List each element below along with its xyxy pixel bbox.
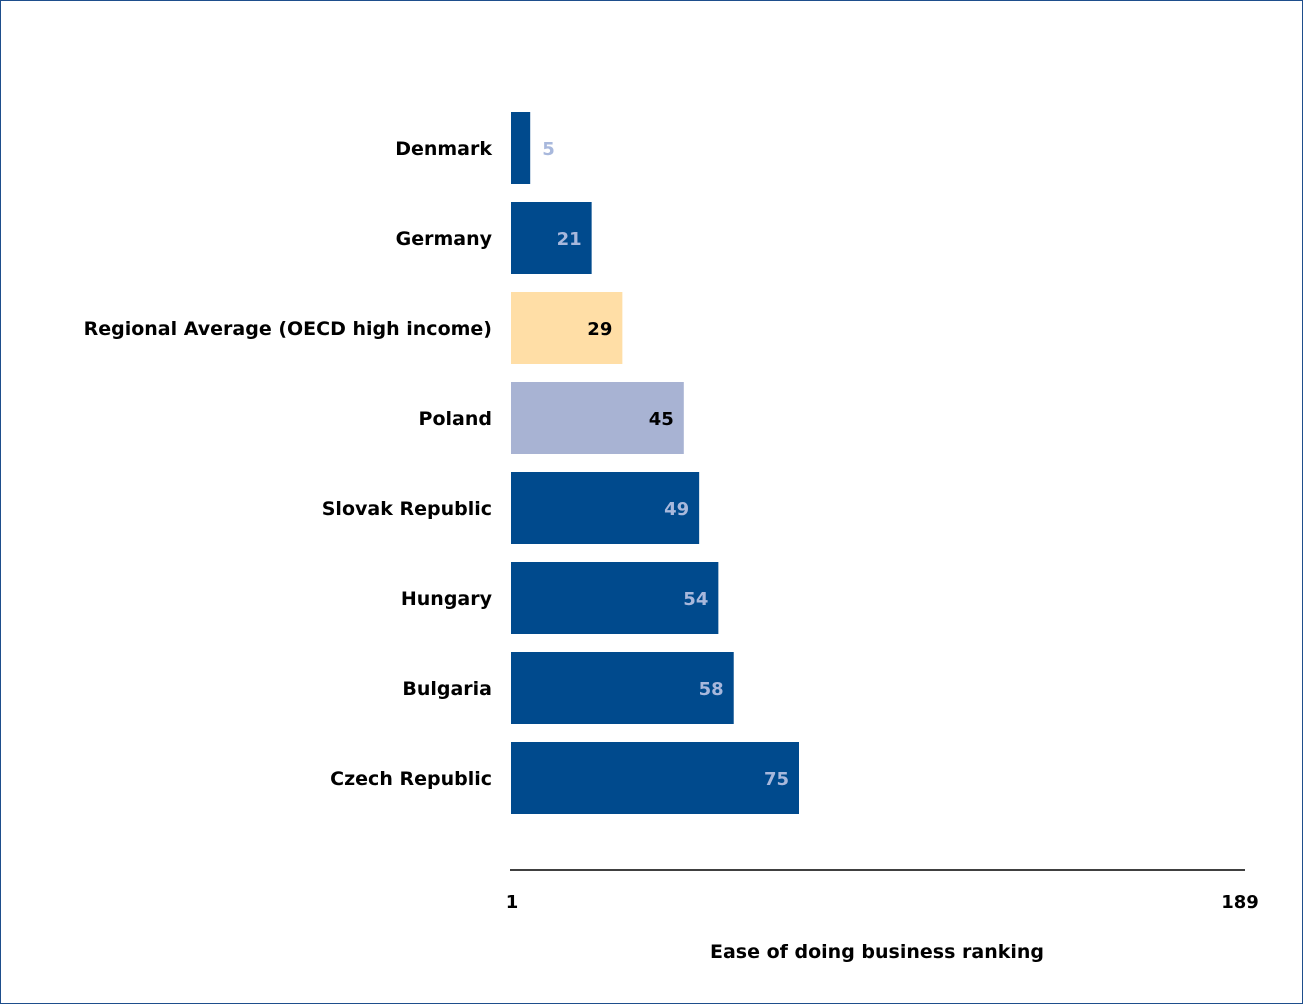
value-label-slovak-republic: 49 [664, 499, 689, 520]
category-label-slovak-republic: Slovak Republic [322, 498, 492, 520]
value-label-regional-average-oecd-high-income: 29 [587, 319, 612, 340]
bar-germany [511, 202, 592, 274]
bar-poland [511, 382, 684, 454]
value-labels-group: 5 21 29 45 49 54 58 75 [542, 139, 789, 790]
value-label-denmark: 5 [542, 139, 555, 160]
category-label-czech-republic: Czech Republic [330, 768, 492, 790]
x-tick-max: 189 [1221, 892, 1259, 913]
bar-regional-average-oecd-high-income [511, 292, 623, 364]
category-label-germany: Germany [396, 228, 493, 250]
value-label-poland: 45 [649, 409, 674, 430]
bars-group [511, 112, 799, 814]
category-label-hungary: Hungary [401, 588, 493, 610]
value-label-germany: 21 [557, 229, 582, 250]
x-tick-min: 1 [506, 892, 519, 913]
bar-bulgaria [511, 652, 734, 724]
bar-czech-republic [511, 742, 799, 814]
category-label-denmark: Denmark [395, 138, 492, 160]
value-label-bulgaria: 58 [699, 679, 724, 700]
bar-denmark [511, 112, 531, 184]
category-label-poland: Poland [419, 408, 492, 430]
bar-slovak-republic [511, 472, 700, 544]
x-axis-title: Ease of doing business ranking [710, 941, 1044, 963]
value-label-czech-republic: 75 [764, 769, 789, 790]
bar-hungary [511, 562, 719, 634]
value-label-hungary: 54 [683, 589, 708, 610]
category-label-bulgaria: Bulgaria [402, 678, 492, 700]
category-label-regional-average-oecd-high-income: Regional Average (OECD high income) [84, 318, 492, 340]
category-labels-group: Denmark Germany Regional Average (OECD hig… [84, 138, 493, 790]
